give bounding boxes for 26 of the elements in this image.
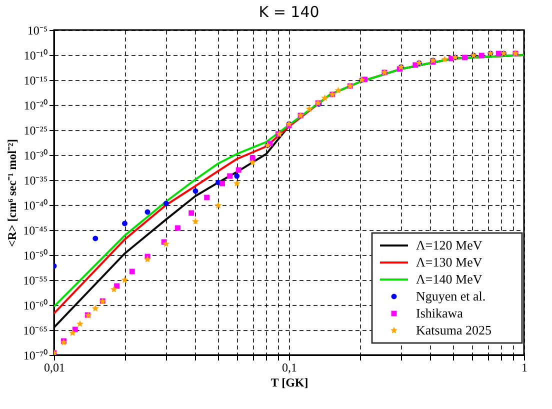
y-tick-label: 10⁻⁶⁵ [23, 324, 48, 338]
legend-label: Λ=140 MeV [416, 272, 483, 286]
y-axis-title: <R> [cm⁶ sec⁻¹ mol⁻²] [5, 138, 20, 248]
legend-label: Ishikawa [416, 306, 464, 320]
y-tick-label: 10⁻⁵ [27, 24, 48, 38]
x-tick-label: 0,1 [282, 360, 297, 374]
chart-title: K = 140 [258, 3, 320, 21]
y-tick-label: 10⁻³⁰ [24, 148, 48, 162]
y-tick-label: 10⁻⁴⁰ [23, 198, 48, 212]
y-tick-label: 10⁻¹⁵ [24, 74, 48, 88]
x-tick-label: 0,01 [44, 360, 65, 374]
y-tick-label: 10⁻²⁵ [24, 124, 48, 138]
legend-label: Λ=120 MeV [416, 238, 483, 252]
y-tick-label: 10⁻⁴⁵ [23, 224, 48, 238]
legend-label: Katsuma 2025 [416, 322, 492, 338]
y-tick-label: 10⁻⁵⁵ [23, 274, 48, 288]
y-tick-label: 10⁻²⁰ [24, 98, 48, 112]
y-tick-label: 10⁻⁶⁰ [23, 298, 48, 312]
y-tick-label: 10⁻³⁵ [24, 174, 48, 188]
legend-label: Λ=130 MeV [416, 254, 483, 270]
y-tick-label: 10⁻⁷⁰ [23, 348, 48, 362]
y-tick-label: 10⁻¹⁰ [24, 48, 48, 62]
y-tick-label: 10⁻⁵⁰ [23, 248, 48, 262]
legend-label: Nguyen et al. [416, 288, 486, 304]
x-tick-label: 1 [522, 360, 528, 374]
x-axis-title: T [GK] [270, 376, 308, 390]
